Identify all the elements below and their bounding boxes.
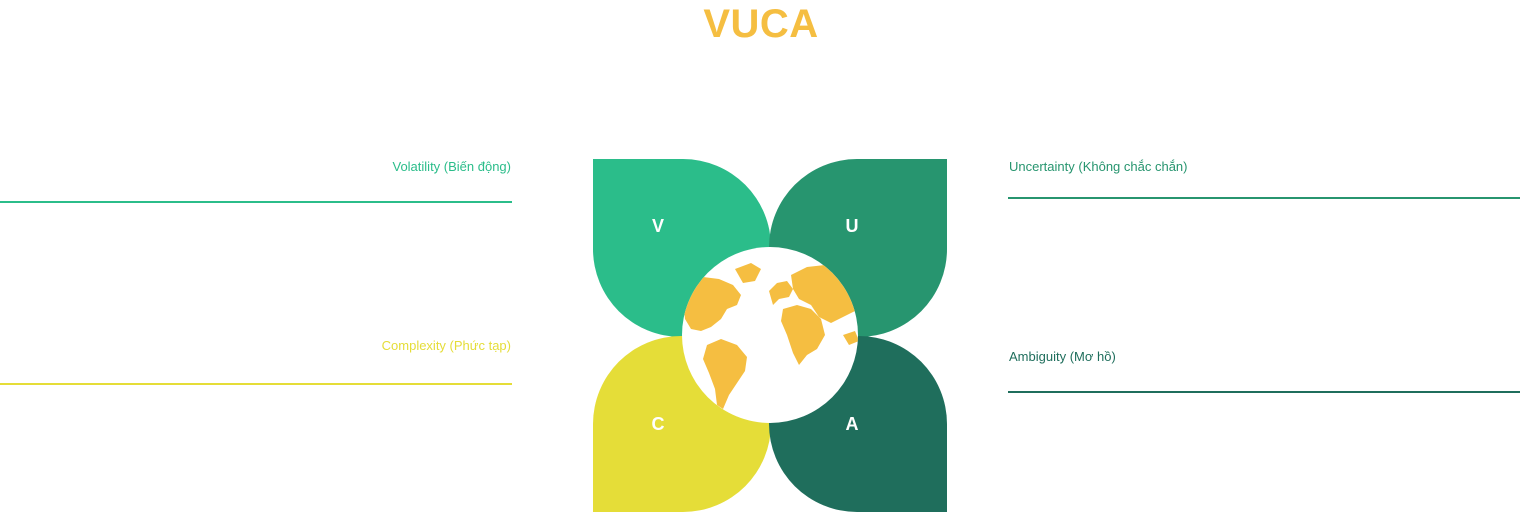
- volatility-letter: V: [652, 216, 664, 236]
- ambiguity-letter: A: [846, 414, 859, 434]
- uncertainty-letter: U: [846, 216, 859, 236]
- globe-icon: [682, 247, 858, 423]
- vuca-diagram: V U C A: [593, 159, 947, 512]
- complexity-letter: C: [652, 414, 665, 434]
- ambiguity-label: Ambiguity (Mơ hồ): [1009, 349, 1116, 364]
- complexity-label: Complexity (Phức tạp): [381, 338, 511, 353]
- complexity-divider: [0, 383, 512, 385]
- volatility-label: Volatility (Biến động): [392, 159, 511, 174]
- volatility-divider: [0, 201, 512, 203]
- uncertainty-divider: [1008, 197, 1520, 199]
- uncertainty-label: Uncertainty (Không chắc chắn): [1009, 159, 1188, 174]
- page-title: VUCA: [703, 2, 819, 46]
- ambiguity-divider: [1008, 391, 1520, 393]
